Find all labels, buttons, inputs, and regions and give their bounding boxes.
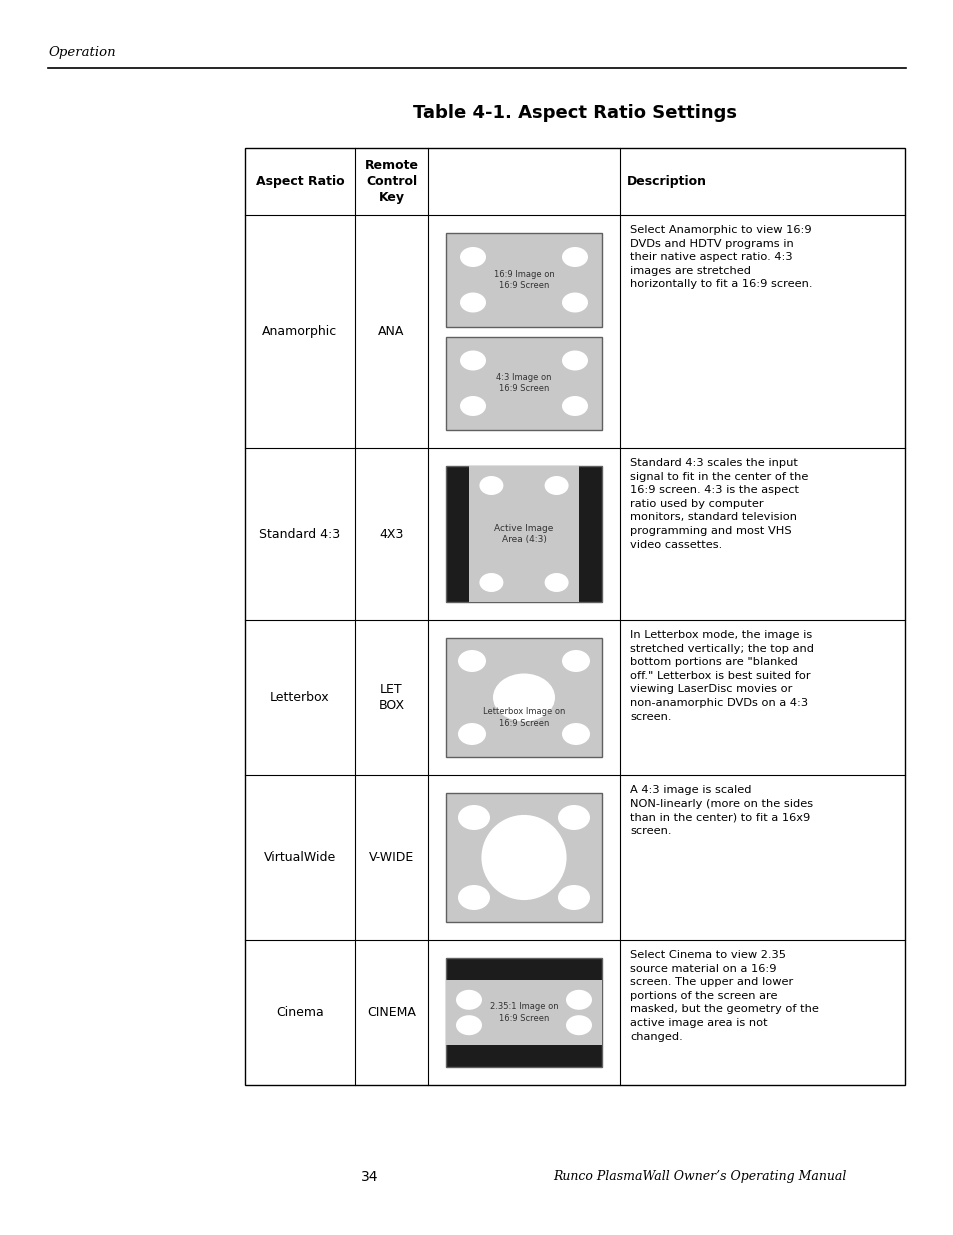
Ellipse shape (544, 573, 568, 592)
Text: Letterbox Image on
16:9 Screen: Letterbox Image on 16:9 Screen (482, 708, 564, 727)
Text: Select Cinema to view 2.35
source material on a 16:9
screen. The upper and lower: Select Cinema to view 2.35 source materi… (629, 950, 818, 1041)
Text: 16:9 Image on
16:9 Screen: 16:9 Image on 16:9 Screen (493, 269, 554, 290)
Ellipse shape (459, 396, 485, 416)
Ellipse shape (558, 805, 589, 830)
Ellipse shape (457, 885, 490, 910)
Text: A 4:3 image is scaled
NON-linearly (more on the sides
than in the center) to fit: A 4:3 image is scaled NON-linearly (more… (629, 785, 812, 836)
Text: LET
BOX: LET BOX (378, 683, 404, 713)
Ellipse shape (457, 805, 490, 830)
Text: In Letterbox mode, the image is
stretched vertically; the top and
bottom portion: In Letterbox mode, the image is stretche… (629, 630, 813, 721)
Bar (446, 638, 601, 757)
Ellipse shape (561, 650, 589, 672)
Text: Remote
Control
Key: Remote Control Key (364, 159, 418, 204)
Bar (446, 336, 601, 430)
Text: Active Image
Area (4:3): Active Image Area (4:3) (494, 524, 553, 545)
Bar (446, 979, 601, 1045)
Ellipse shape (561, 396, 587, 416)
Text: Standard 4:3: Standard 4:3 (259, 527, 340, 541)
Ellipse shape (457, 722, 485, 745)
Ellipse shape (459, 247, 485, 267)
Ellipse shape (558, 885, 589, 910)
Text: V-WIDE: V-WIDE (369, 851, 414, 864)
Text: Aspect Ratio: Aspect Ratio (255, 175, 344, 188)
Ellipse shape (481, 815, 566, 900)
Ellipse shape (456, 1015, 481, 1035)
Ellipse shape (479, 573, 503, 592)
Text: Table 4-1. Aspect Ratio Settings: Table 4-1. Aspect Ratio Settings (413, 104, 737, 122)
Ellipse shape (459, 351, 485, 370)
Ellipse shape (561, 247, 587, 267)
Text: CINEMA: CINEMA (367, 1007, 416, 1019)
Ellipse shape (565, 1015, 592, 1035)
Text: Runco PlasmaWall Owner’s Operating Manual: Runco PlasmaWall Owner’s Operating Manua… (553, 1170, 846, 1183)
Ellipse shape (565, 989, 592, 1010)
Ellipse shape (456, 989, 481, 1010)
Ellipse shape (493, 673, 555, 721)
Ellipse shape (457, 650, 485, 672)
Text: Letterbox: Letterbox (270, 692, 330, 704)
Bar (446, 793, 601, 923)
Bar (245, 148, 904, 1086)
Ellipse shape (459, 293, 485, 312)
Ellipse shape (479, 475, 503, 495)
Text: VirtualWide: VirtualWide (264, 851, 335, 864)
Text: 4:3 Image on
16:9 Screen: 4:3 Image on 16:9 Screen (496, 373, 551, 393)
Ellipse shape (544, 475, 568, 495)
Text: Description: Description (626, 175, 706, 188)
Text: 2.35:1 Image on
16:9 Screen: 2.35:1 Image on 16:9 Screen (489, 1003, 558, 1023)
Text: Standard 4:3 scales the input
signal to fit in the center of the
16:9 screen. 4:: Standard 4:3 scales the input signal to … (629, 458, 807, 550)
Bar (446, 466, 601, 601)
Bar (446, 958, 601, 1067)
Text: Operation: Operation (48, 46, 115, 59)
Bar (469, 466, 578, 601)
Text: 34: 34 (361, 1170, 378, 1184)
Text: Cinema: Cinema (275, 1007, 323, 1019)
Text: ANA: ANA (378, 325, 404, 338)
Ellipse shape (561, 293, 587, 312)
Ellipse shape (561, 722, 589, 745)
Ellipse shape (561, 351, 587, 370)
Bar (446, 233, 601, 326)
Text: Anamorphic: Anamorphic (262, 325, 337, 338)
Text: 4X3: 4X3 (379, 527, 403, 541)
Text: Select Anamorphic to view 16:9
DVDs and HDTV programs in
their native aspect rat: Select Anamorphic to view 16:9 DVDs and … (629, 225, 812, 289)
